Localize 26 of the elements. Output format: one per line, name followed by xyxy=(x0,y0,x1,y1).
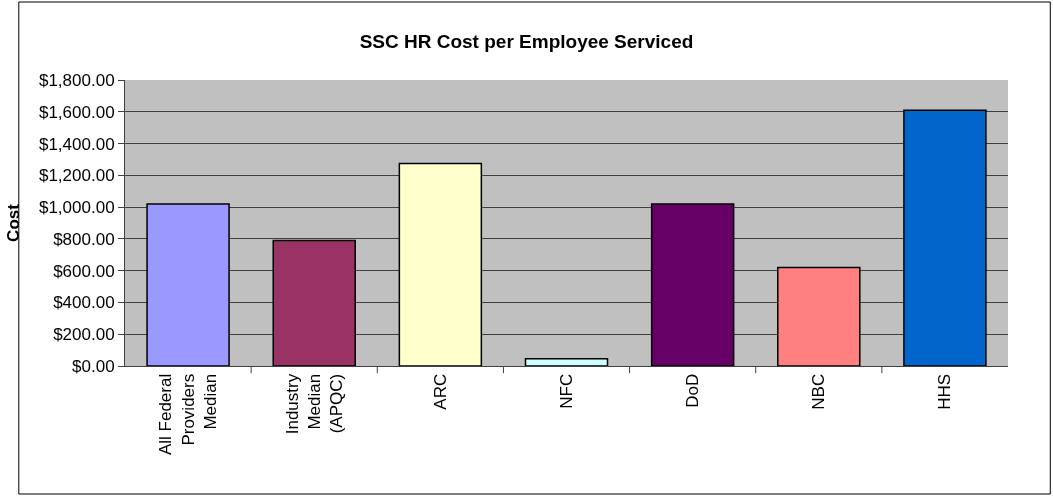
x-tick-label: All Federal Providers Median xyxy=(156,373,220,456)
y-tick-label: $400.00 xyxy=(53,293,115,313)
chart-title: SSC HR Cost per Employee Serviced xyxy=(359,31,694,53)
bar xyxy=(146,203,230,366)
y-tick-label: $1,000.00 xyxy=(38,198,115,218)
y-tick-label: $1,400.00 xyxy=(38,134,115,154)
y-axis-title: Cost xyxy=(3,203,23,242)
bar xyxy=(777,266,861,366)
y-tick-label: $1,800.00 xyxy=(38,70,115,90)
bar xyxy=(272,239,356,366)
x-tick-label: DoD xyxy=(683,373,703,408)
y-tick-label: $0.00 xyxy=(72,356,115,376)
x-tick-label: Industry Median (APQC) xyxy=(282,373,346,435)
y-tick-label: $1,200.00 xyxy=(38,166,115,186)
x-tick-label: HHS xyxy=(935,373,955,410)
y-tick-label: $800.00 xyxy=(53,229,115,249)
y-tick-label: $1,600.00 xyxy=(38,102,115,122)
bar xyxy=(524,358,609,366)
y-tick-label: $600.00 xyxy=(53,261,115,281)
y-tick-label: $200.00 xyxy=(53,325,115,345)
bar xyxy=(398,162,483,366)
bar xyxy=(903,109,987,366)
bar xyxy=(650,203,735,366)
x-tick-label: ARC xyxy=(430,373,450,410)
x-tick-label: NFC xyxy=(557,373,577,409)
x-tick-label: NBC xyxy=(809,373,829,410)
